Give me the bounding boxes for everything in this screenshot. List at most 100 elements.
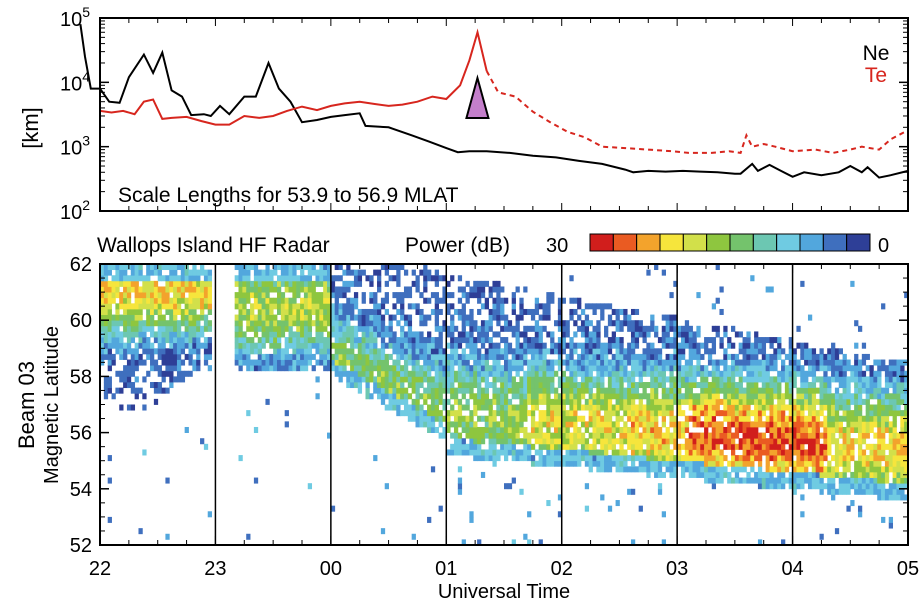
heatmap-cell xyxy=(150,292,155,299)
heatmap-cell xyxy=(492,303,497,310)
heatmap-cell xyxy=(888,483,894,490)
heatmap-cell xyxy=(596,449,601,456)
heatmap-cell xyxy=(650,382,655,389)
heatmap-cell xyxy=(792,421,797,428)
heatmap-cell xyxy=(846,398,851,405)
heatmap-cell xyxy=(607,365,613,372)
heatmap-cell xyxy=(300,331,305,338)
heatmap-cell xyxy=(511,426,516,433)
heatmap-cell xyxy=(757,455,763,462)
heatmap-cell xyxy=(284,421,289,428)
heatmap-cell xyxy=(480,471,486,478)
heatmap-cell xyxy=(130,320,136,327)
heatmap-cell xyxy=(600,443,605,450)
heatmap-cell xyxy=(500,303,505,310)
heatmap-cell xyxy=(369,292,374,299)
heatmap-cell xyxy=(707,387,713,394)
heatmap-cell xyxy=(734,359,740,366)
heatmap-cell xyxy=(842,471,847,478)
heatmap-cell xyxy=(265,286,270,293)
heatmap-cell xyxy=(111,331,116,338)
heatmap-cell xyxy=(788,342,793,349)
heatmap-cell xyxy=(731,370,736,377)
heatmap-cell xyxy=(250,342,255,349)
heatmap-cell xyxy=(161,348,166,355)
heatmap-cell xyxy=(384,387,389,394)
heatmap-cell xyxy=(546,415,551,422)
heatmap-cell xyxy=(296,359,301,366)
heatmap-cell xyxy=(627,466,632,473)
heatmap-cell xyxy=(769,376,774,383)
heatmap-cell xyxy=(773,432,778,439)
heatmap-cell xyxy=(126,404,132,411)
heatmap-cell xyxy=(465,337,470,344)
heatmap-cell xyxy=(654,460,659,467)
heatmap-cell xyxy=(784,432,790,439)
heatmap-cell xyxy=(327,308,332,315)
heatmap-cell xyxy=(604,393,609,400)
heatmap-cell xyxy=(507,342,513,349)
heatmap-cell xyxy=(315,303,320,310)
heatmap-cell xyxy=(403,269,409,276)
heatmap-cell xyxy=(365,353,370,360)
heatmap-cell xyxy=(796,443,801,450)
heatmap-cell xyxy=(742,421,747,428)
heatmap-cell xyxy=(392,348,397,355)
heatmap-cell xyxy=(750,449,755,456)
heatmap-cell xyxy=(238,359,243,366)
heatmap-cell xyxy=(573,398,578,405)
heatmap-cell xyxy=(300,297,305,304)
heatmap-cell xyxy=(580,421,586,428)
heatmap-cell xyxy=(457,359,463,366)
heatmap-cell xyxy=(650,455,655,462)
heatmap-cell xyxy=(788,337,793,344)
heatmap-cell xyxy=(311,280,316,287)
heatmap-cell xyxy=(192,348,197,355)
heatmap-cell xyxy=(669,421,674,428)
heatmap-cell xyxy=(484,325,490,332)
heatmap-cell xyxy=(615,500,620,507)
heatmap-cell xyxy=(646,325,651,332)
heatmap-cell xyxy=(361,365,366,372)
heatmap-cell xyxy=(288,275,293,282)
heatmap-cell xyxy=(750,460,755,467)
heatmap-cell xyxy=(334,325,339,332)
heatmap-cell xyxy=(615,359,620,366)
heatmap-cell xyxy=(642,455,647,462)
heatmap-cell xyxy=(411,359,416,366)
heatmap-cell xyxy=(630,398,636,405)
heatmap-cell xyxy=(303,348,309,355)
heatmap-cell xyxy=(357,376,363,383)
heatmap-cell xyxy=(834,410,840,417)
heatmap-cell xyxy=(680,455,686,462)
heatmap-cell xyxy=(396,342,401,349)
heatmap-cell xyxy=(157,297,162,304)
heatmap-cell xyxy=(423,264,428,271)
heatmap-cell xyxy=(534,404,540,411)
heatmap-cell xyxy=(592,455,597,462)
heatmap-cell xyxy=(754,443,759,450)
heatmap-cell xyxy=(103,376,109,383)
heatmap-cell xyxy=(692,421,697,428)
heatmap-cell xyxy=(461,421,466,428)
heatmap-cell xyxy=(542,415,547,422)
heatmap-cell xyxy=(519,376,524,383)
heatmap-cell xyxy=(480,449,486,456)
heatmap-cell xyxy=(654,398,659,405)
heatmap-cell xyxy=(457,382,463,389)
heatmap-cell xyxy=(842,398,847,405)
heatmap-cell xyxy=(465,449,470,456)
heatmap-cell xyxy=(881,410,886,417)
heatmap-cell xyxy=(419,348,424,355)
heatmap-cell xyxy=(619,353,624,360)
heatmap-cell xyxy=(111,286,116,293)
heatmap-cell xyxy=(654,432,659,439)
heatmap-cell xyxy=(176,325,182,332)
heatmap-cell xyxy=(565,415,570,422)
heatmap-cell xyxy=(488,443,493,450)
heatmap-cell xyxy=(157,387,162,394)
heatmap-cell xyxy=(373,314,378,321)
heatmap-cell xyxy=(207,286,212,293)
heatmap-cell xyxy=(142,286,147,293)
heatmap-cell xyxy=(169,353,174,360)
